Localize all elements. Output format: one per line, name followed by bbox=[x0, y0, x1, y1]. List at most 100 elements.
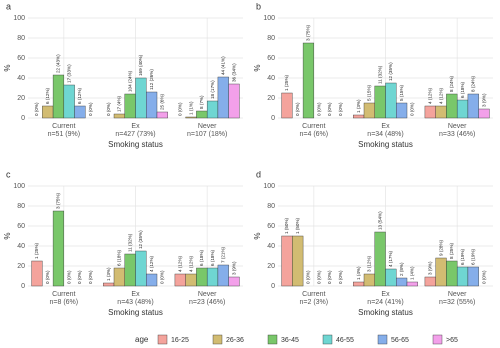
value-label: 3 (9%) bbox=[428, 261, 433, 275]
legend-swatch bbox=[157, 334, 168, 345]
legend-swatch bbox=[267, 334, 278, 345]
value-label: 12 (35%) bbox=[138, 230, 143, 249]
bar bbox=[374, 85, 386, 119]
bar bbox=[135, 250, 147, 287]
bar bbox=[353, 114, 365, 119]
value-label: 4 (12%) bbox=[149, 255, 154, 272]
value-label: 1 (1%) bbox=[188, 101, 193, 115]
y-tick-label: 20 bbox=[267, 95, 275, 102]
value-label: 0 (0%) bbox=[316, 102, 321, 116]
bar bbox=[396, 277, 408, 287]
x-tick-note: n=23 (46%) bbox=[189, 299, 225, 306]
bar bbox=[467, 266, 479, 287]
x-tick-note: n=43 (48%) bbox=[117, 299, 153, 306]
value-label: 0 (0%) bbox=[88, 102, 93, 116]
bar bbox=[228, 276, 240, 287]
x-axis-label: Smoking status bbox=[358, 308, 413, 317]
y-tick-label: 100 bbox=[13, 183, 25, 190]
value-label: 8 (24%) bbox=[449, 75, 454, 92]
value-label: 3 (12%) bbox=[367, 255, 372, 272]
value-label: 0 (0%) bbox=[106, 102, 111, 116]
bar bbox=[217, 76, 229, 119]
bar bbox=[52, 210, 65, 287]
value-label: 6 (18%) bbox=[199, 249, 204, 266]
y-tick-label: 100 bbox=[263, 183, 275, 190]
value-label: 0 (0%) bbox=[306, 270, 311, 284]
bar bbox=[156, 111, 168, 119]
bar bbox=[113, 267, 125, 287]
x-axis-label: Smoking status bbox=[358, 140, 413, 149]
value-label: 7 (21%) bbox=[221, 246, 226, 263]
value-label: 6 (19%) bbox=[471, 248, 476, 265]
y-tick-label: 40 bbox=[267, 243, 275, 250]
legend-label: 16-25 bbox=[171, 337, 189, 344]
value-label: 5 (15%) bbox=[399, 84, 404, 101]
y-tick-label: 0 bbox=[21, 283, 25, 290]
value-label: 0 (0%) bbox=[34, 102, 39, 116]
value-label: 25 (6%) bbox=[160, 93, 165, 110]
value-label: 8 (24%) bbox=[471, 75, 476, 92]
bar bbox=[374, 231, 386, 287]
y-axis-label: % bbox=[253, 232, 262, 239]
value-label: 0 (0%) bbox=[66, 270, 71, 284]
panel-label: b bbox=[256, 1, 261, 11]
value-label: 0 (0%) bbox=[160, 270, 165, 284]
bar bbox=[406, 281, 418, 287]
y-tick-label: 80 bbox=[267, 35, 275, 42]
bar bbox=[385, 268, 397, 287]
bar bbox=[103, 282, 115, 287]
x-tick-note: n=33 (46%) bbox=[439, 131, 475, 138]
x-tick-label: Ex bbox=[131, 123, 140, 130]
bar bbox=[174, 273, 186, 287]
x-tick-label: Current bbox=[52, 291, 75, 298]
x-tick-label: Current bbox=[302, 291, 325, 298]
value-label: 6 (18%) bbox=[460, 81, 465, 98]
y-tick-label: 0 bbox=[271, 115, 275, 122]
value-label: 3 (9%) bbox=[481, 93, 486, 107]
x-tick-note: n=32 (55%) bbox=[439, 299, 475, 306]
bar bbox=[52, 74, 65, 119]
value-label: 0 (0%) bbox=[481, 270, 486, 284]
value-label: 0 (0%) bbox=[178, 102, 183, 116]
y-tick-label: 100 bbox=[263, 15, 275, 22]
value-label: 0 (0%) bbox=[338, 270, 343, 284]
bar bbox=[396, 102, 408, 119]
x-tick-note: n=51 (9%) bbox=[48, 131, 81, 138]
value-label: 0 (0%) bbox=[410, 102, 415, 116]
x-tick-label: Ex bbox=[381, 291, 390, 298]
value-label: 0 (0%) bbox=[77, 270, 82, 284]
value-label: 4 (17%) bbox=[388, 250, 393, 267]
bar bbox=[135, 77, 147, 119]
bar bbox=[456, 99, 469, 119]
value-label: 8 (25%) bbox=[449, 242, 454, 259]
x-axis-label: Smoking status bbox=[108, 140, 163, 149]
y-tick-label: 100 bbox=[13, 15, 25, 22]
bar bbox=[478, 108, 490, 119]
value-label: 1 (25%) bbox=[284, 74, 289, 91]
legend-swatch bbox=[377, 334, 388, 345]
bar bbox=[363, 273, 375, 287]
value-label: 0 (0%) bbox=[338, 102, 343, 116]
legend-swatch bbox=[432, 334, 443, 345]
value-label: 6 (12%) bbox=[45, 87, 50, 104]
bar bbox=[446, 93, 458, 119]
bar bbox=[217, 264, 229, 287]
value-label: 1 (50%) bbox=[284, 217, 289, 234]
bar bbox=[206, 100, 219, 119]
value-label: 5 (15%) bbox=[367, 84, 372, 101]
y-tick-label: 60 bbox=[17, 55, 25, 62]
value-label: 44 (41%) bbox=[221, 56, 226, 75]
value-label: 4 (12%) bbox=[188, 255, 193, 272]
value-label: 18 (17%) bbox=[210, 80, 215, 99]
bar bbox=[185, 116, 197, 119]
value-label: 11 (32%) bbox=[127, 233, 132, 252]
bar bbox=[353, 281, 365, 287]
value-label: 0 (0%) bbox=[295, 102, 300, 116]
x-tick-note: n=4 (6%) bbox=[300, 131, 329, 138]
bar bbox=[385, 82, 397, 119]
y-tick-label: 0 bbox=[21, 115, 25, 122]
bar bbox=[292, 235, 304, 287]
bar bbox=[63, 84, 75, 119]
bar bbox=[281, 235, 293, 287]
bar bbox=[424, 276, 436, 287]
